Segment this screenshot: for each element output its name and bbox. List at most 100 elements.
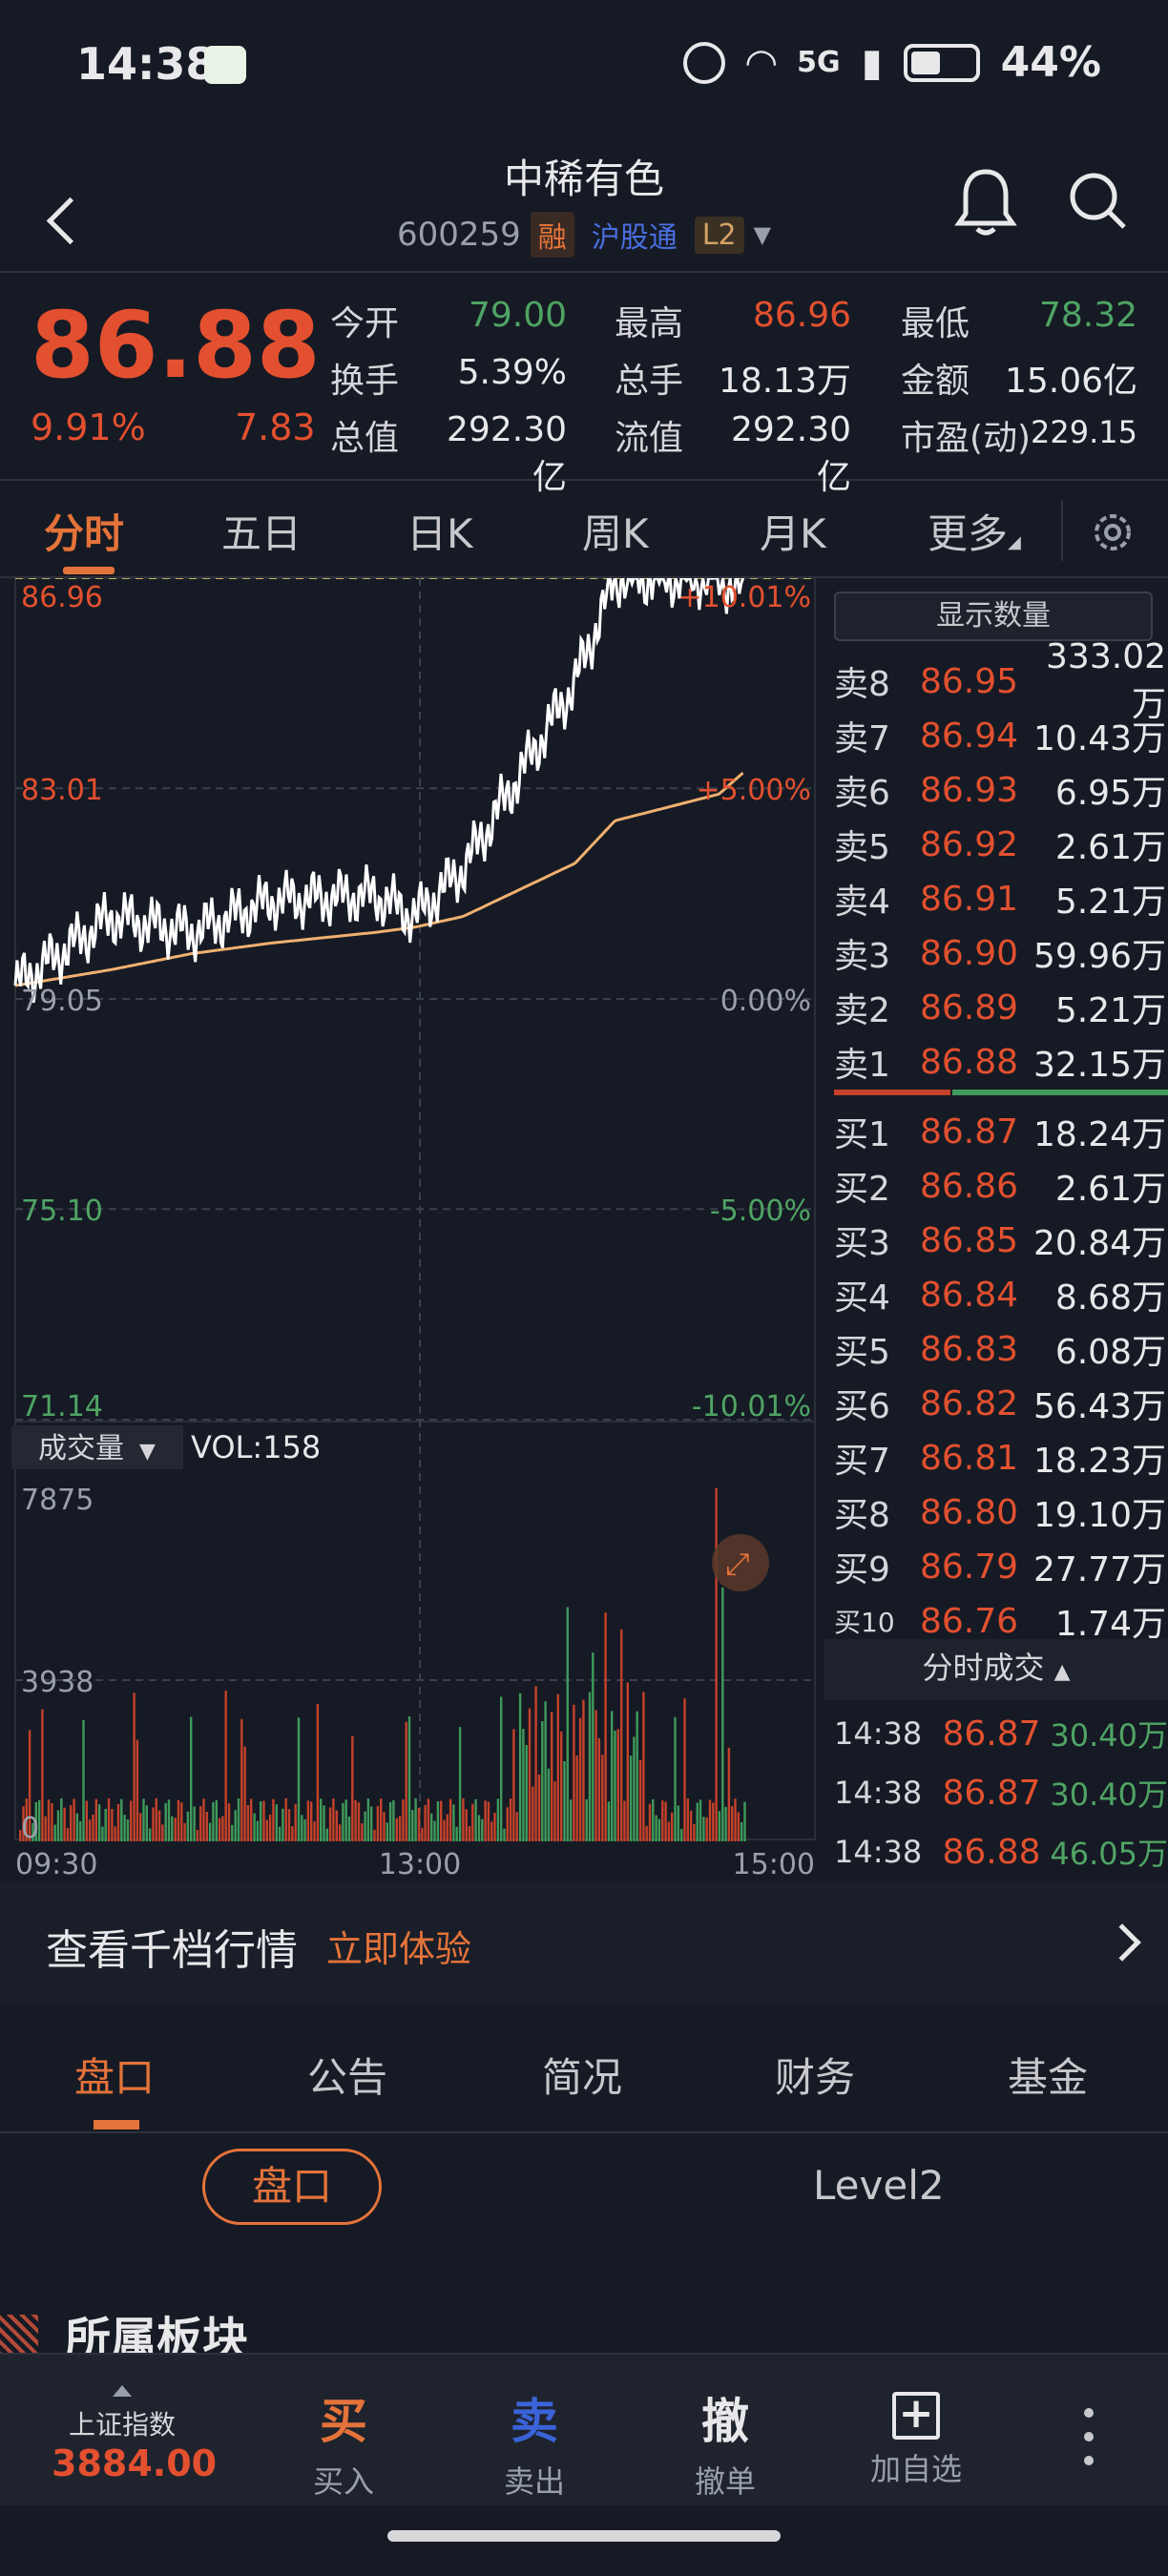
tab-five-day[interactable]: 五日 bbox=[221, 510, 302, 557]
trade-price: 86.87 bbox=[942, 1773, 1041, 1813]
bid-level: 买6 bbox=[834, 1387, 890, 1426]
add-watchlist-button[interactable]: + 加自选 bbox=[849, 2383, 983, 2489]
volume-bar bbox=[325, 1828, 328, 1841]
volume-bar bbox=[588, 1692, 592, 1841]
tab-profile[interactable]: 简况 bbox=[542, 2054, 623, 2101]
y-axis-label: 86.96 bbox=[21, 581, 103, 614]
float-value: 292.30亿 bbox=[731, 410, 851, 497]
volume-selector-bg[interactable] bbox=[11, 1425, 183, 1469]
sell-button[interactable]: 卖 卖出 bbox=[468, 2383, 601, 2502]
volume-bar bbox=[234, 1810, 237, 1841]
cancel-order-button[interactable]: 撤 撤单 bbox=[658, 2383, 792, 2502]
tab-weekly-k[interactable]: 周K bbox=[582, 510, 649, 557]
tab-finance[interactable]: 财务 bbox=[775, 2054, 856, 2101]
subtab-pankou[interactable]: 盘口 bbox=[202, 2149, 382, 2225]
bid-row[interactable]: 买3 86.85 20.84万 bbox=[834, 1214, 1168, 1267]
tab-monthly-k[interactable]: 月K bbox=[760, 510, 826, 557]
chevron-down-icon[interactable]: ▼ bbox=[753, 221, 772, 248]
volume-bar bbox=[328, 1807, 332, 1841]
volume-selector[interactable]: 成交量 bbox=[38, 1432, 124, 1465]
bid-row[interactable]: 买4 86.84 8.68万 bbox=[834, 1268, 1168, 1321]
volume-bar bbox=[731, 1805, 734, 1841]
chevron-down-icon[interactable]: ▼ bbox=[139, 1440, 156, 1464]
bid-row[interactable]: 买9 86.79 27.77万 bbox=[834, 1540, 1168, 1593]
ask-row[interactable]: 卖3 86.90 59.96万 bbox=[834, 926, 1168, 980]
ask-row[interactable]: 卖1 86.88 32.15万 bbox=[834, 1035, 1168, 1089]
volume-bar bbox=[260, 1801, 262, 1841]
volume-bar bbox=[133, 1693, 136, 1841]
gear-icon[interactable] bbox=[1088, 508, 1137, 557]
open-label: 今开 bbox=[330, 304, 400, 343]
volume-bar bbox=[161, 1824, 164, 1841]
tab-funds[interactable]: 基金 bbox=[1008, 2054, 1089, 2101]
volume-bar bbox=[256, 1820, 260, 1841]
banner-link[interactable]: 立即体验 bbox=[326, 1928, 472, 1970]
volume-bar bbox=[237, 1797, 240, 1841]
bid-row[interactable]: 买7 86.81 18.23万 bbox=[834, 1431, 1168, 1485]
volume-bar bbox=[250, 1798, 253, 1841]
quote-panel: 86.88 9.91% 7.83 今开 79.00 最高 86.96 最低 78… bbox=[0, 275, 1168, 497]
volume-bar bbox=[262, 1800, 265, 1841]
tab-announcements[interactable]: 公告 bbox=[307, 2054, 388, 2101]
ask-row[interactable]: 卖6 86.93 6.95万 bbox=[834, 763, 1168, 817]
volume-bar bbox=[19, 1830, 22, 1841]
volume-bar bbox=[532, 1786, 534, 1841]
bid-price: 86.85 bbox=[920, 1220, 1019, 1260]
home-indicator[interactable] bbox=[387, 2530, 781, 2542]
volume-bar bbox=[332, 1798, 335, 1841]
expand-icon[interactable] bbox=[712, 1534, 769, 1591]
trades-header[interactable]: 分时成交 ▲ bbox=[824, 1639, 1168, 1700]
volume-bar bbox=[699, 1799, 702, 1841]
status-icons: ◠ 5G ▮ 44% bbox=[683, 38, 1101, 87]
index-name[interactable]: 上证指数 bbox=[69, 2409, 177, 2441]
level-tag[interactable]: L2 bbox=[694, 216, 744, 254]
volume-bar bbox=[215, 1799, 218, 1841]
volume-bar bbox=[427, 1798, 430, 1841]
volume-bar bbox=[414, 1797, 417, 1841]
turnover-value: 5.39% bbox=[457, 353, 567, 392]
alarm-icon bbox=[683, 41, 726, 84]
tab-daily-k[interactable]: 日K bbox=[407, 510, 473, 557]
buy-button[interactable]: 买 买入 bbox=[277, 2383, 410, 2502]
volume-bar bbox=[51, 1803, 53, 1841]
y-axis-pct-label: -5.00% bbox=[710, 1195, 811, 1228]
ask-row[interactable]: 卖5 86.92 2.61万 bbox=[834, 818, 1168, 871]
app-notification-icon bbox=[204, 46, 246, 84]
y-axis-pct-label: -10.01% bbox=[692, 1390, 811, 1423]
tab-more[interactable]: 更多◢ bbox=[928, 502, 1021, 560]
intraday-chart[interactable]: 86.96 +10.01% 83.01 +5.00% 79.05 0.00% 75.10 -5… bbox=[0, 578, 824, 1880]
ask-row[interactable]: 卖8 86.95 333.02万 bbox=[834, 637, 1168, 724]
bell-icon[interactable] bbox=[954, 166, 1017, 239]
tab-intraday[interactable]: 分时 bbox=[44, 510, 125, 557]
ask-row[interactable]: 卖2 86.89 5.21万 bbox=[834, 981, 1168, 1034]
volume-bar bbox=[123, 1815, 126, 1841]
volume-bar bbox=[157, 1810, 161, 1841]
volume-readout: VOL:158 bbox=[191, 1429, 321, 1465]
bid-row[interactable]: 买5 86.83 6.08万 bbox=[834, 1322, 1168, 1376]
search-icon[interactable] bbox=[1067, 170, 1128, 231]
show-count-button[interactable]: 显示数量 bbox=[834, 592, 1153, 641]
volume-bar bbox=[82, 1719, 85, 1841]
volume-axis-label: 7875 bbox=[21, 1484, 94, 1517]
bid-level: 买9 bbox=[834, 1550, 890, 1589]
index-value[interactable]: 3884.00 bbox=[52, 2442, 218, 2484]
bid-row[interactable]: 买1 86.87 18.24万 bbox=[834, 1105, 1168, 1158]
bid-row[interactable]: 买10 86.76 1.74万 bbox=[834, 1594, 1168, 1648]
level-banner[interactable]: 查看千档行情 立即体验 bbox=[0, 1881, 1168, 2005]
ask-row[interactable]: 卖4 86.91 5.21万 bbox=[834, 872, 1168, 925]
volume-bar bbox=[398, 1816, 402, 1841]
more-icon[interactable] bbox=[1084, 2408, 1094, 2465]
bid-row[interactable]: 买8 86.80 19.10万 bbox=[834, 1485, 1168, 1539]
ask-level: 卖4 bbox=[834, 883, 890, 922]
low-label: 最低 bbox=[901, 304, 970, 343]
volume-bar bbox=[231, 1824, 234, 1841]
chevron-right-icon[interactable] bbox=[1103, 1923, 1141, 1962]
tab-pankou[interactable]: 盘口 bbox=[74, 2054, 156, 2101]
volume-bar bbox=[712, 1802, 715, 1841]
low-value: 78.32 bbox=[1038, 296, 1137, 335]
volume-bar bbox=[97, 1804, 101, 1841]
bid-row[interactable]: 买6 86.82 56.43万 bbox=[834, 1377, 1168, 1430]
bid-row[interactable]: 买2 86.86 2.61万 bbox=[834, 1159, 1168, 1213]
ask-row[interactable]: 卖7 86.94 10.43万 bbox=[834, 709, 1168, 762]
subtab-level2[interactable]: Level2 bbox=[813, 2162, 945, 2209]
